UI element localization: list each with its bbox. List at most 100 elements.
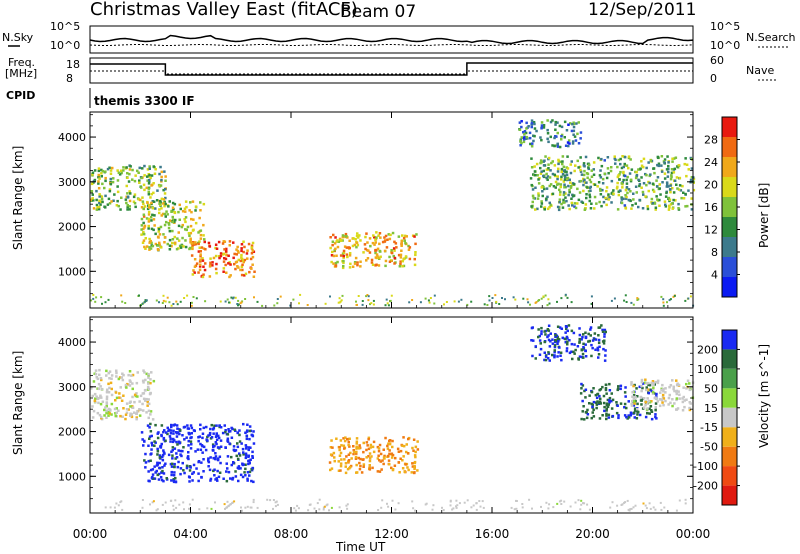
velocity-scatter-cell	[153, 444, 156, 447]
power-scatter-cell	[138, 181, 141, 184]
velocity-scatter-cell	[623, 406, 626, 409]
power-scatter-cell	[160, 214, 163, 217]
power-scatter-cell	[561, 162, 564, 166]
velocity-scatter-cell	[358, 444, 361, 447]
power-scatter-cell	[646, 207, 650, 211]
power-scatter-cell	[342, 254, 345, 258]
power-ground-scatter-cell	[244, 298, 247, 300]
velocity-scatter-cell	[149, 468, 153, 472]
power-scatter-cell	[592, 161, 596, 164]
power-scatter-cell	[553, 136, 556, 140]
power-scatter-cell	[556, 121, 559, 124]
velocity-scatter-cell	[147, 416, 150, 420]
power-scatter-cell	[128, 205, 131, 208]
velocity-scatter-cell	[146, 385, 150, 389]
velocity-scatter-cell	[236, 445, 240, 449]
power-ground-scatter-cell	[632, 303, 635, 306]
velocity-scatter-cell	[650, 409, 653, 412]
power-scatter-cell	[399, 256, 403, 259]
power-scatter-cell	[148, 167, 151, 170]
power-scatter-cell	[593, 195, 597, 199]
power-scatter-cell	[109, 172, 113, 175]
power-ground-scatter-cell	[590, 302, 593, 305]
velocity-scatter-cell	[93, 399, 97, 403]
velocity-scatter-cell	[175, 432, 179, 435]
velocity-scatter-cell	[377, 454, 380, 457]
power-colorbar-segment	[722, 197, 737, 217]
velocity-ground-scatter-cell	[231, 501, 234, 504]
velocity-scatter-cell	[546, 328, 550, 331]
xtick-label: 12:00	[374, 527, 409, 541]
power-scatter-cell	[601, 182, 605, 185]
velocity-scatter-cell	[211, 443, 215, 446]
velocity-scatter-cell	[224, 429, 227, 432]
power-scatter-cell	[345, 235, 348, 238]
velocity-scatter-cell	[204, 448, 208, 452]
velocity-scatter-cell	[150, 448, 153, 451]
velocity-scatter-cell	[136, 371, 139, 374]
velocity-scatter-cell	[387, 459, 391, 462]
power-scatter-cell	[519, 139, 522, 143]
power-scatter-cell	[171, 201, 175, 205]
velocity-ground-scatter-cell	[425, 502, 428, 505]
velocity-scatter-cell	[543, 330, 546, 333]
velocity-colorbar-tick-label: -50	[700, 441, 718, 454]
power-scatter-cell	[237, 266, 240, 269]
power-scatter-cell	[548, 206, 551, 209]
velocity-scatter-cell	[358, 461, 361, 465]
power-scatter-cell	[177, 231, 180, 234]
power-ground-scatter-cell	[369, 303, 371, 306]
power-scatter-cell	[577, 142, 581, 145]
velocity-scatter-cell	[173, 471, 176, 474]
power-scatter-cell	[157, 230, 160, 233]
velocity-scatter-cell	[382, 456, 386, 459]
velocity-scatter-cell	[634, 396, 637, 399]
velocity-scatter-cell	[647, 399, 651, 403]
power-ground-scatter-cell	[361, 303, 364, 306]
velocity-scatter-cell	[378, 443, 382, 447]
power-scatter-cell	[531, 188, 535, 191]
power-scatter-cell	[533, 165, 536, 168]
velocity-scatter-cell	[367, 436, 371, 440]
power-scatter-cell	[523, 133, 526, 136]
velocity-scatter-cell	[248, 461, 251, 465]
power-scatter-cell	[91, 171, 95, 174]
power-scatter-cell	[375, 236, 378, 239]
velocity-scatter-cell	[531, 354, 534, 358]
power-scatter-cell	[597, 156, 600, 160]
power-scatter-cell	[404, 242, 407, 245]
power-scatter-cell	[202, 202, 206, 206]
velocity-scatter-cell	[391, 445, 394, 449]
velocity-scatter-cell	[416, 469, 419, 472]
power-scatter-cell	[139, 198, 142, 202]
power-scatter-cell	[566, 176, 569, 180]
power-scatter-cell	[578, 191, 582, 194]
power-scatter-cell	[568, 190, 571, 194]
velocity-scatter-cell	[248, 429, 252, 433]
velocity-scatter-cell	[207, 460, 211, 464]
velocity-scatter-cell	[189, 440, 193, 443]
velocity-ground-scatter-cell	[580, 503, 583, 506]
velocity-scatter-cell	[244, 444, 248, 447]
velocity-scatter-cell	[187, 439, 190, 443]
velocity-scatter-cell	[168, 435, 172, 438]
velocity-scatter-cell	[97, 382, 101, 386]
power-scatter-cell	[533, 127, 537, 130]
power-scatter-cell	[162, 202, 165, 205]
velocity-scatter-cell	[115, 375, 118, 378]
power-scatter-cell	[198, 240, 201, 243]
velocity-scatter-cell	[245, 437, 249, 441]
velocity-scatter-cell	[355, 440, 359, 443]
power-scatter-cell	[171, 241, 174, 245]
velocity-scatter-cell	[142, 397, 146, 401]
power-scatter-cell	[163, 236, 167, 239]
velocity-scatter-cell	[183, 471, 186, 475]
velocity-scatter-cell	[215, 438, 219, 441]
power-scatter-cell	[177, 210, 180, 214]
velocity-scatter-cell	[403, 470, 406, 474]
power-ytick-label: 3000	[58, 176, 86, 189]
power-scatter-cell	[347, 246, 350, 249]
velocity-ground-scatter-cell	[275, 500, 278, 503]
velocity-scatter-cell	[547, 324, 551, 327]
velocity-scatter-cell	[217, 436, 221, 440]
